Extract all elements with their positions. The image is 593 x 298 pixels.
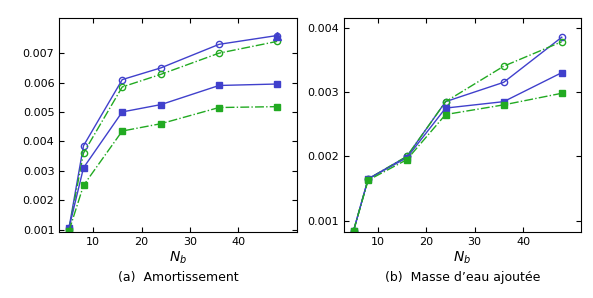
Text: (a)  Amortissement: (a) Amortissement [117,271,238,284]
X-axis label: $N_b$: $N_b$ [454,250,471,266]
X-axis label: $N_b$: $N_b$ [169,250,187,266]
Text: (b)  Masse d’eau ajoutée: (b) Masse d’eau ajoutée [385,271,540,284]
